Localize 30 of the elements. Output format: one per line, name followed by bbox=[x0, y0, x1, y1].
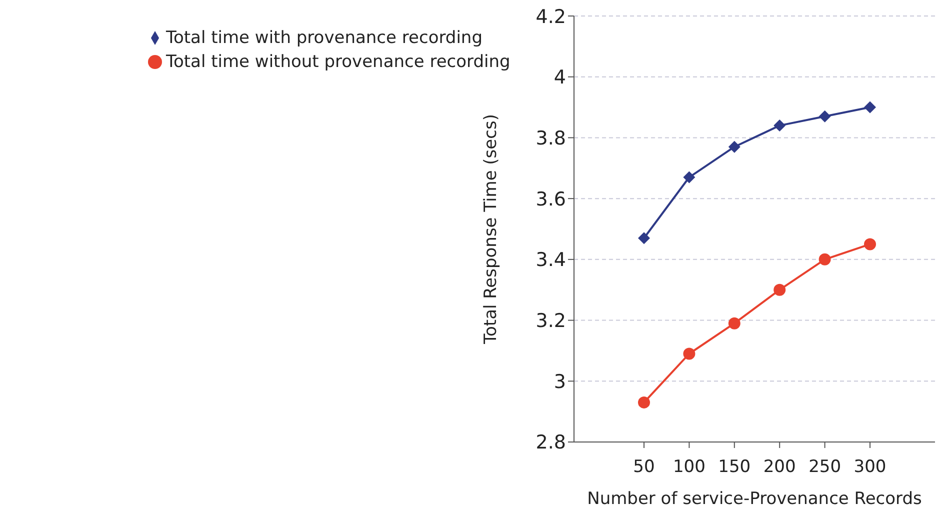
y-tick-label: 4.2 bbox=[536, 6, 566, 28]
legend-label: Total time with provenance recording bbox=[166, 28, 482, 48]
point bbox=[683, 348, 696, 360]
point bbox=[728, 317, 740, 330]
point bbox=[864, 101, 876, 114]
point bbox=[864, 238, 876, 250]
point bbox=[818, 110, 831, 122]
y-tick-label: 3.2 bbox=[536, 310, 566, 332]
x-tick-label: 50 bbox=[633, 457, 655, 478]
legend-label: Total time without provenance recording bbox=[166, 52, 510, 72]
x-tick-label: 250 bbox=[808, 457, 842, 478]
x-axis-title: Number of service-Provenance Records bbox=[587, 489, 922, 509]
x-tick-label: 150 bbox=[718, 457, 751, 478]
x-tick-label: 200 bbox=[763, 457, 796, 478]
point bbox=[683, 171, 696, 184]
x-tick-label: 100 bbox=[672, 457, 706, 478]
y-tick-label: 3 bbox=[554, 370, 566, 393]
x-tick-label: 300 bbox=[854, 457, 886, 478]
y-tick-label: 2.8 bbox=[536, 432, 566, 454]
point bbox=[638, 232, 650, 244]
point bbox=[774, 284, 786, 296]
point bbox=[818, 253, 831, 266]
y-tick-label: 3.4 bbox=[536, 249, 566, 272]
y-tick-label: 4 bbox=[554, 66, 566, 89]
point bbox=[638, 396, 650, 408]
y-axis-title: Total Response Time (secs) bbox=[481, 114, 502, 345]
point bbox=[728, 140, 740, 153]
point bbox=[774, 120, 786, 132]
y-tick-label: 3.8 bbox=[536, 127, 566, 150]
y-tick-label: 3.6 bbox=[536, 188, 566, 210]
